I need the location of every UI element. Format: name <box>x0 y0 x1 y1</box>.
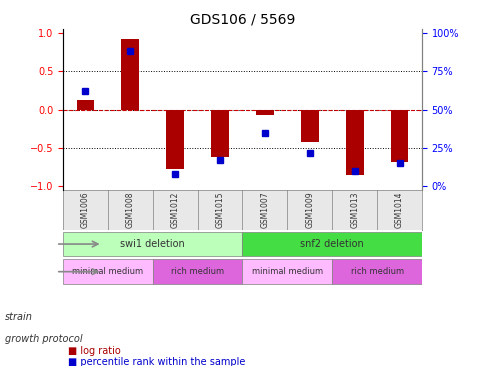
Text: minimal medium: minimal medium <box>72 267 143 276</box>
Text: growth protocol: growth protocol <box>5 333 82 344</box>
Bar <box>121 39 139 110</box>
Text: GSM1006: GSM1006 <box>81 192 90 228</box>
Text: GSM1007: GSM1007 <box>260 192 269 228</box>
Text: GSM1012: GSM1012 <box>170 192 180 228</box>
Bar <box>300 110 318 142</box>
FancyBboxPatch shape <box>152 259 242 284</box>
Bar <box>166 110 184 169</box>
Text: rich medium: rich medium <box>171 267 224 276</box>
Bar <box>211 110 228 157</box>
Text: minimal medium: minimal medium <box>251 267 322 276</box>
Text: GSM1008: GSM1008 <box>125 192 135 228</box>
Text: GSM1014: GSM1014 <box>394 192 403 228</box>
Bar <box>256 110 273 115</box>
Text: rich medium: rich medium <box>350 267 403 276</box>
Bar <box>345 110 363 175</box>
Title: GDS106 / 5569: GDS106 / 5569 <box>189 13 295 27</box>
Text: GSM1015: GSM1015 <box>215 192 224 228</box>
Text: GSM1009: GSM1009 <box>304 192 314 228</box>
Text: ■ log ratio: ■ log ratio <box>68 346 121 356</box>
Bar <box>390 110 408 162</box>
Bar <box>76 101 94 110</box>
Text: GSM1013: GSM1013 <box>349 192 359 228</box>
FancyBboxPatch shape <box>63 232 242 257</box>
Text: ■ percentile rank within the sample: ■ percentile rank within the sample <box>68 357 245 366</box>
FancyBboxPatch shape <box>332 259 421 284</box>
FancyBboxPatch shape <box>242 232 421 257</box>
Text: snf2 deletion: snf2 deletion <box>300 239 363 249</box>
Text: strain: strain <box>5 311 32 322</box>
FancyBboxPatch shape <box>242 259 332 284</box>
FancyBboxPatch shape <box>63 259 152 284</box>
Text: swi1 deletion: swi1 deletion <box>120 239 185 249</box>
